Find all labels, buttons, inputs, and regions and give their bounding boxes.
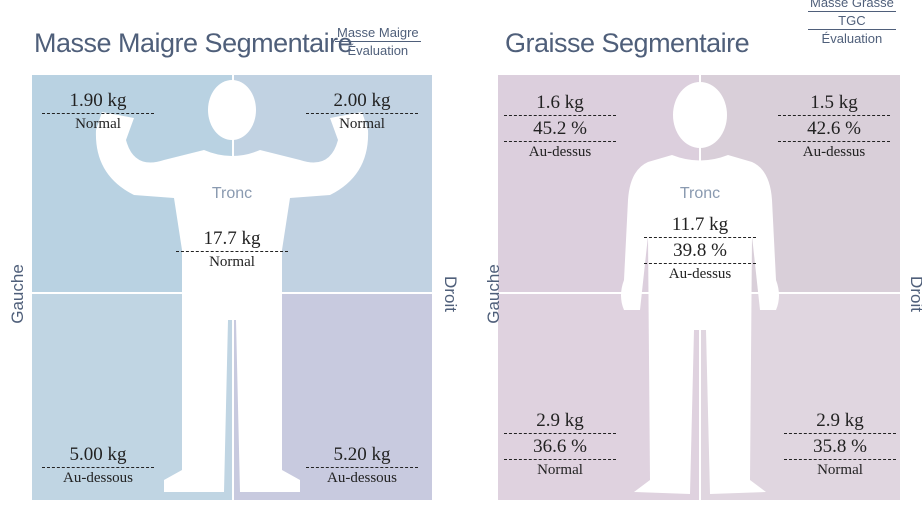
segment-mass: 17.7 kg [176,226,288,252]
segment-evaluation: Normal [306,114,418,134]
panel-title: Graisse Segmentaire [505,28,749,59]
segment-mass: 1.5 kg [778,90,890,116]
side-label: Gauche [8,264,28,324]
segment-mass: 2.9 kg [504,408,616,434]
page: Masse Maigre Segmentaire Masse Maigre Év… [0,0,922,506]
segment-percent: 39.8 % [644,238,756,264]
legend-item: Masse Grasse [808,0,896,12]
side-label: Droit [906,276,922,312]
legend-item: TGC [808,12,896,30]
segment-evaluation: Normal [504,460,616,480]
segment-mass: 11.7 kg [644,212,756,238]
segment-evaluation: Au-dessus [644,264,756,284]
segment-mass: 2.00 kg [306,88,418,114]
segment-evaluation: Normal [784,460,896,480]
side-label: Droit [440,276,460,312]
segment-percent: 35.8 % [784,434,896,460]
segment-evaluation: Au-dessous [306,468,418,488]
segment-evaluation: Normal [42,114,154,134]
segment-mass: 5.20 kg [306,442,418,468]
legend: Masse Maigre Évaluation [335,24,421,59]
panel-title: Masse Maigre Segmentaire [34,28,352,59]
legend-item: Évaluation [335,42,421,59]
segment-evaluation: Au-dessus [504,142,616,162]
segment-mass: 5.00 kg [42,442,154,468]
segment-mass: 2.9 kg [784,408,896,434]
segment-mass: 1.6 kg [504,90,616,116]
segment-mass: 1.90 kg [42,88,154,114]
segment-evaluation: Au-dessus [778,142,890,162]
trunk-label: Tronc [660,185,740,203]
segment-percent: 45.2 % [504,116,616,142]
legend: Masse Grasse TGC Évaluation [808,0,896,47]
legend-item: Masse Maigre [335,24,421,42]
legend-item: Évaluation [808,30,896,47]
side-label: Gauche [484,264,504,324]
trunk-label: Tronc [192,185,272,203]
segment-evaluation: Au-dessous [42,468,154,488]
segment-percent: 42.6 % [778,116,890,142]
segment-evaluation: Normal [176,252,288,272]
segment-percent: 36.6 % [504,434,616,460]
